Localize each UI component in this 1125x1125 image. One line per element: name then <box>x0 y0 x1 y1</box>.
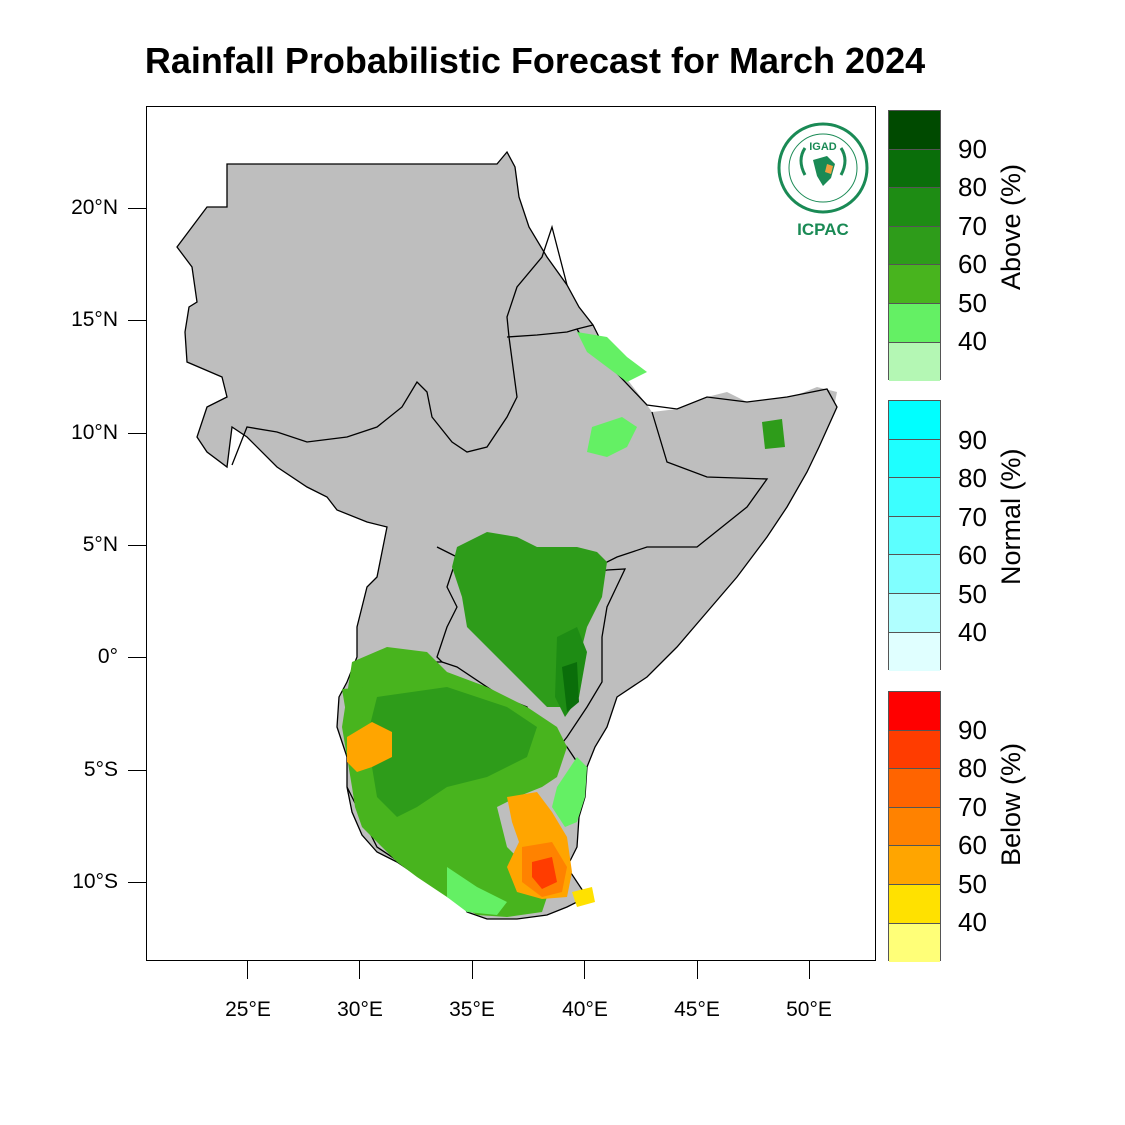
cbar-below-title: Below (%) <box>996 742 1026 866</box>
cbar-below-cell-1 <box>889 730 940 770</box>
cbar-normal-title: Normal (%) <box>996 448 1026 585</box>
igad-logo: IGAD <box>775 120 871 238</box>
cbar-below-tick-50: 50 <box>958 869 987 899</box>
cbar-below-cell-6 <box>889 923 940 962</box>
x-tick-25e <box>247 961 248 979</box>
cbar-above-cell-0 <box>889 111 940 150</box>
cbar-above-cell-5 <box>889 303 940 343</box>
cbar-below-tick-70: 70 <box>958 792 987 822</box>
icpac-logo-text: ICPAC <box>797 220 849 239</box>
cbar-below-tick-90: 90 <box>958 715 987 745</box>
y-tick-10n <box>128 433 146 434</box>
y-label-5s: 5°S <box>83 758 118 781</box>
cbar-below-cell-4 <box>889 846 940 885</box>
cbar-normal-tick-50: 50 <box>958 579 987 609</box>
above-forecast-areas <box>342 332 785 917</box>
y-label-0: 0° <box>97 645 118 668</box>
y-tick-20n <box>128 208 146 209</box>
cbar-below-cell-3 <box>889 807 940 847</box>
logo-igad-text: IGAD <box>809 141 837 153</box>
cbar-normal-cell-4 <box>889 555 940 594</box>
cbar-above-tick-60: 60 <box>958 249 987 279</box>
cbar-above-tick-70: 70 <box>958 211 987 241</box>
cbar-below-tick-40: 40 <box>958 907 987 937</box>
cbar-above-tick-80: 80 <box>958 172 987 202</box>
below-forecast-areas <box>347 722 595 907</box>
y-label-15n: 15°N <box>71 308 118 331</box>
x-label-50e: 50°E <box>786 998 832 1021</box>
cbar-below-cell-2 <box>889 769 940 808</box>
cbar-normal-cell-3 <box>889 516 940 556</box>
cbar-normal-tick-60: 60 <box>958 540 987 570</box>
x-label-25e: 25°E <box>225 998 271 1021</box>
cbar-normal-cell-6 <box>889 632 940 671</box>
colorbar-above <box>888 110 941 381</box>
cbar-below-cell-5 <box>889 884 940 924</box>
map-title: Rainfall Probabilistic Forecast for Marc… <box>144 40 926 81</box>
horn-region <box>642 387 837 667</box>
y-label-5n: 5°N <box>82 533 118 556</box>
cbar-normal-cell-1 <box>889 439 940 479</box>
cbar-normal-cell-0 <box>889 401 940 440</box>
x-tick-50e <box>809 961 810 979</box>
map-frame <box>146 106 876 961</box>
cbar-normal-cell-2 <box>889 478 940 517</box>
cbar-below-tick-60: 60 <box>958 830 987 860</box>
x-tick-45e <box>697 961 698 979</box>
cbar-normal-tick-80: 80 <box>958 463 987 493</box>
x-label-40e: 40°E <box>562 998 608 1021</box>
y-label-10s: 10°S <box>72 870 118 893</box>
y-tick-15n <box>128 320 146 321</box>
x-label-30e: 30°E <box>337 998 383 1021</box>
x-tick-40e <box>584 961 585 979</box>
cbar-above-title: Above (%) <box>996 163 1026 290</box>
cbar-above-cell-6 <box>889 342 940 381</box>
cbar-below-tick-80: 80 <box>958 753 987 783</box>
y-label-20n: 20°N <box>71 196 118 219</box>
colorbar-below <box>888 691 941 962</box>
colorbar-normal <box>888 400 941 671</box>
cbar-above-cell-4 <box>889 265 940 304</box>
map-svg <box>176 150 838 920</box>
igad-emblem-icon: IGAD <box>777 122 869 214</box>
cbar-normal-tick-70: 70 <box>958 502 987 532</box>
cbar-above-cell-2 <box>889 188 940 227</box>
cbar-normal-cell-5 <box>889 593 940 633</box>
x-label-35e: 35°E <box>449 998 495 1021</box>
y-tick-5s <box>128 770 146 771</box>
cbar-above-tick-50: 50 <box>958 288 987 318</box>
cbar-normal-tick-40: 40 <box>958 617 987 647</box>
y-tick-10s <box>128 882 146 883</box>
x-tick-30e <box>359 961 360 979</box>
x-tick-35e <box>472 961 473 979</box>
cbar-above-cell-1 <box>889 149 940 189</box>
y-tick-5n <box>128 545 146 546</box>
x-label-45e: 45°E <box>674 998 720 1021</box>
cbar-above-cell-3 <box>889 226 940 266</box>
y-label-10n: 10°N <box>71 421 118 444</box>
cbar-below-cell-0 <box>889 692 940 731</box>
y-tick-0 <box>128 657 146 658</box>
cbar-normal-tick-90: 90 <box>958 425 987 455</box>
cbar-above-tick-90: 90 <box>958 134 987 164</box>
cbar-above-tick-40: 40 <box>958 326 987 356</box>
